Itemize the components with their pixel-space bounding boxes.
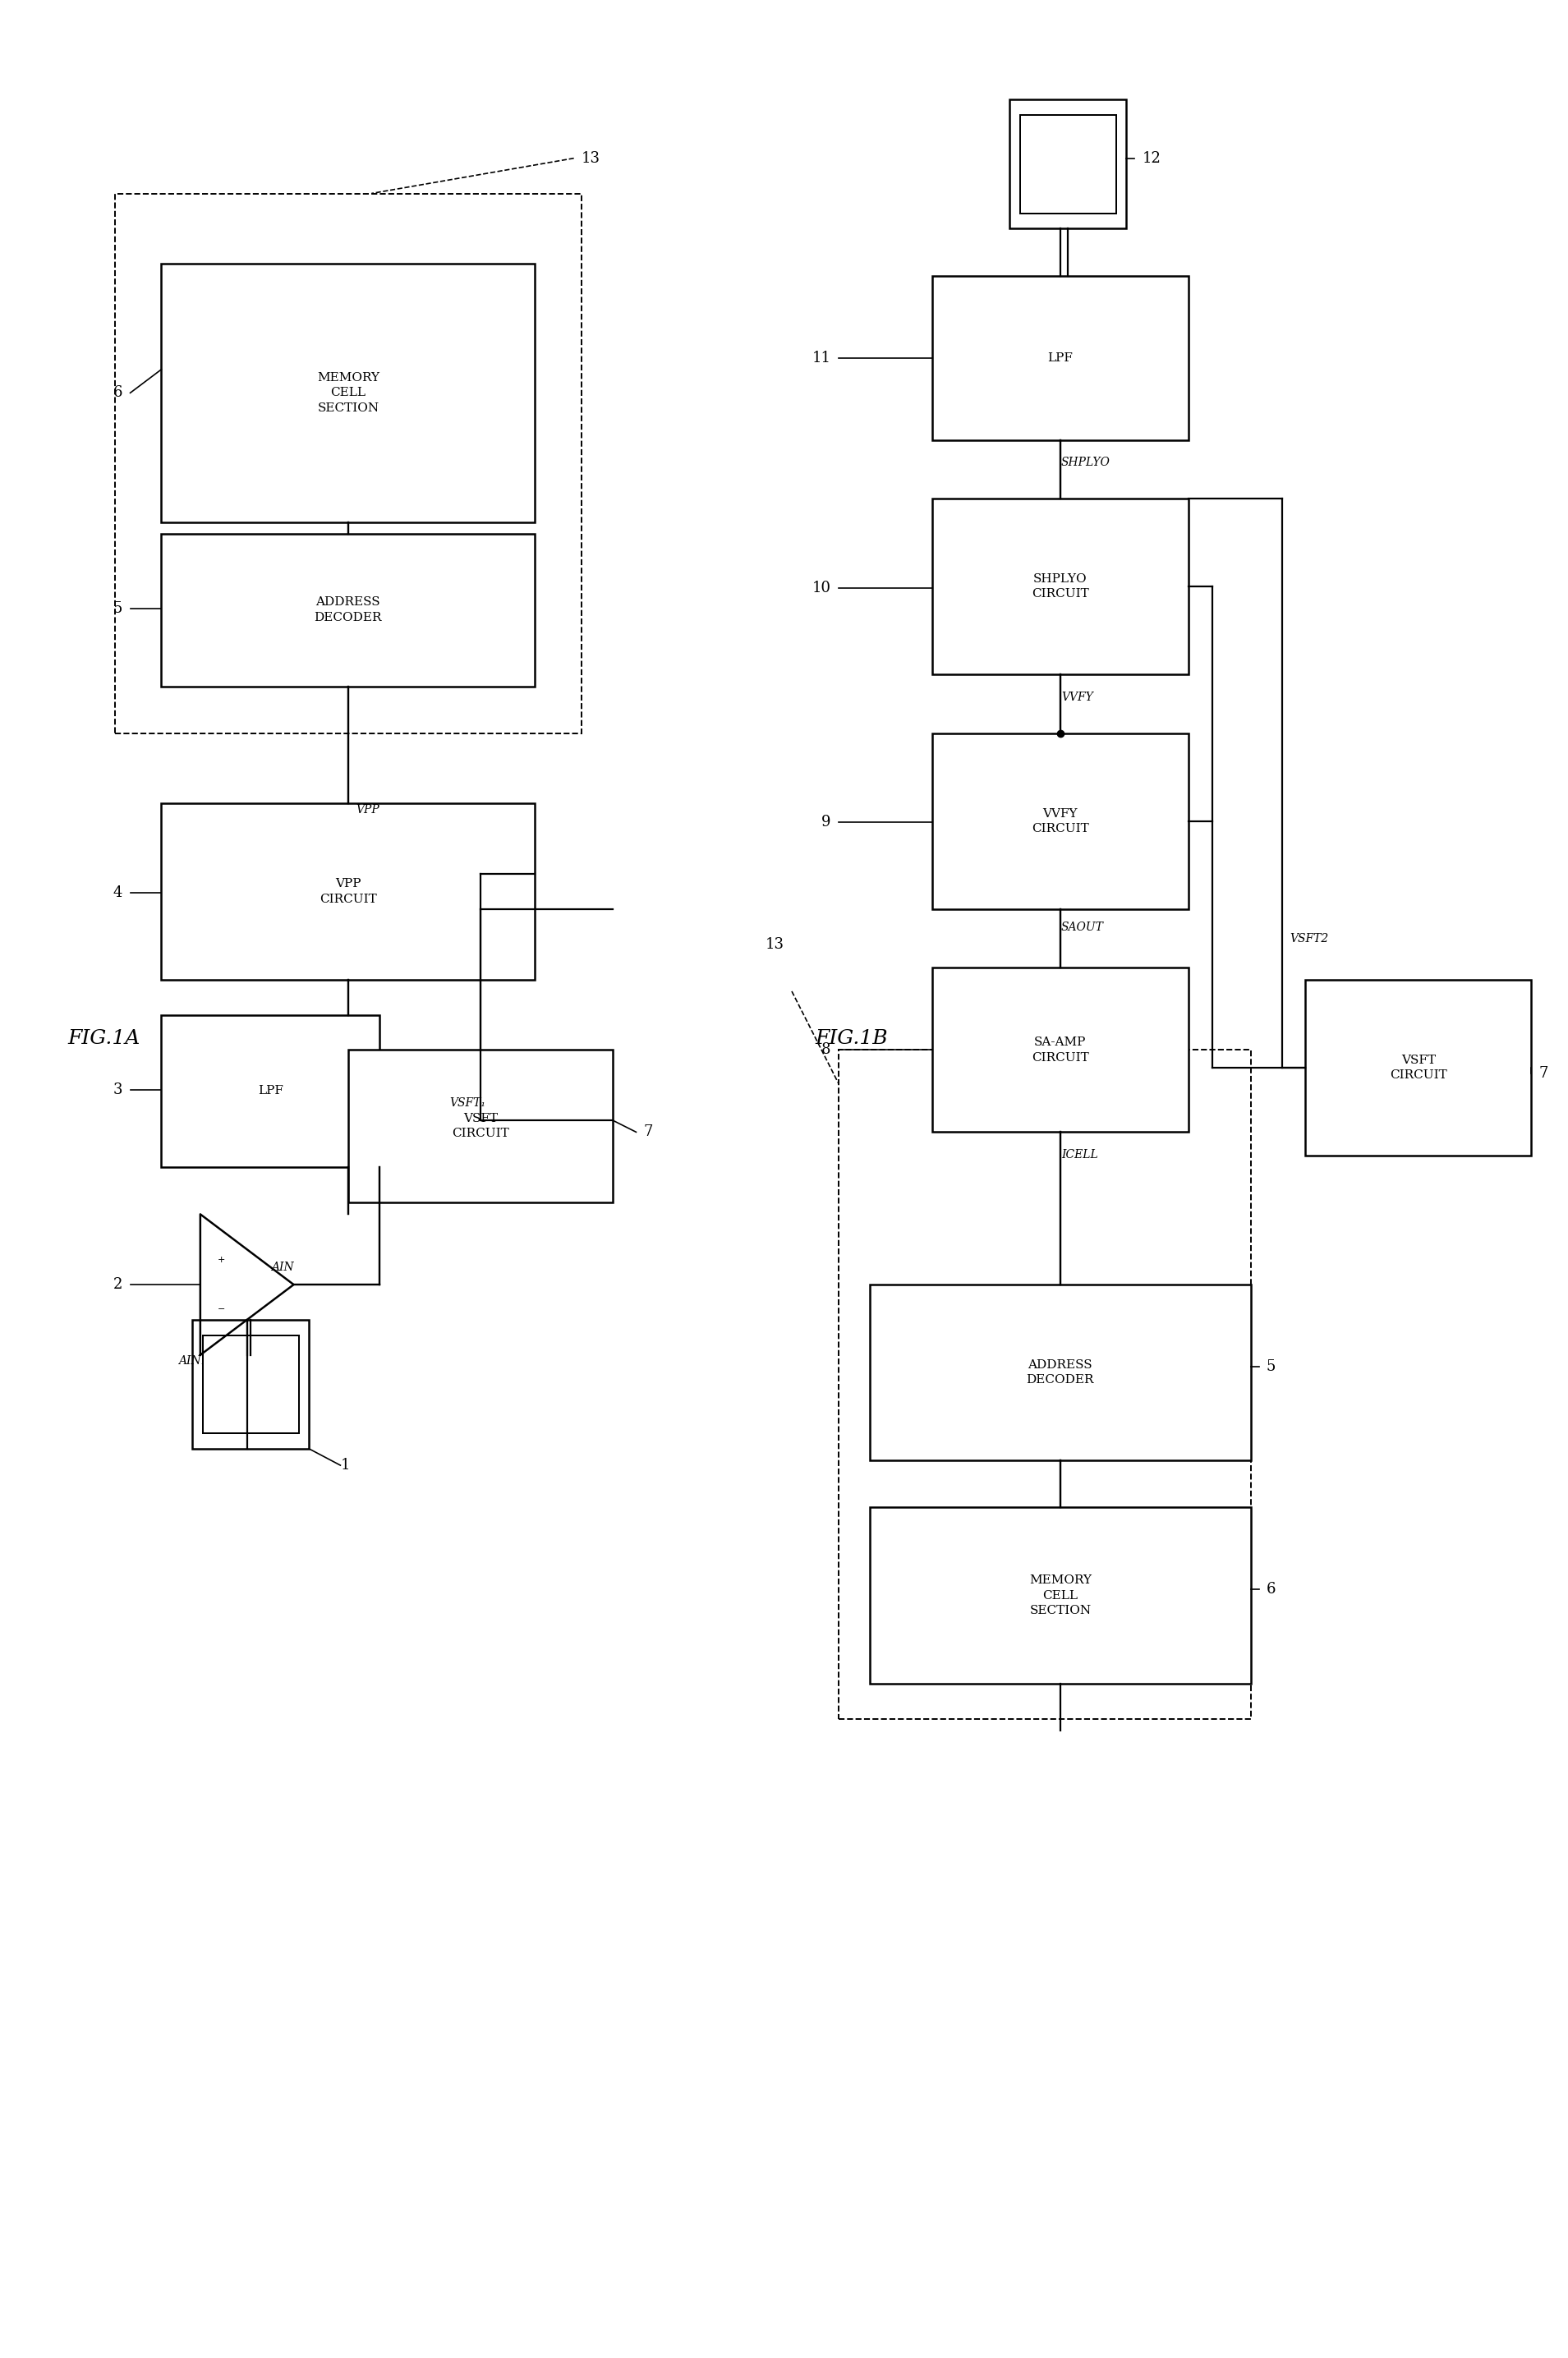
Text: LPF: LPF [1047,351,1073,363]
Bar [931,276,1189,441]
Text: FIG.1A: FIG.1A [67,1028,141,1047]
Bar [162,1014,379,1167]
Bar [162,264,535,521]
Text: 8: 8 [822,1042,831,1056]
Bar [870,1507,1251,1684]
Bar [931,967,1189,1132]
Bar [870,1285,1251,1460]
Text: SHPLYO
CIRCUIT: SHPLYO CIRCUIT [1032,573,1088,599]
Text: VSFT
CIRCUIT: VSFT CIRCUIT [452,1113,510,1139]
Text: +: + [218,1257,226,1264]
Text: 5: 5 [1267,1358,1276,1375]
Text: VSFT2: VSFT2 [1290,934,1328,943]
Text: 7: 7 [644,1125,654,1139]
Bar [839,1049,1251,1719]
Bar [193,1320,309,1448]
Text: MEMORY
CELL
SECTION: MEMORY CELL SECTION [1029,1575,1091,1615]
Text: 2: 2 [113,1278,122,1292]
Text: ICELL: ICELL [1062,1148,1098,1160]
Text: 13: 13 [765,936,784,953]
Text: VPP: VPP [356,804,379,816]
Text: 5: 5 [113,601,122,615]
Text: 4: 4 [113,884,122,901]
Bar [162,804,535,979]
Text: VSFT₁: VSFT₁ [450,1096,486,1108]
Text: 12: 12 [1142,151,1160,165]
Text: 10: 10 [812,580,831,594]
Text: 6: 6 [113,384,122,401]
Text: VVFY
CIRCUIT: VVFY CIRCUIT [1032,809,1088,835]
Bar [931,498,1189,674]
Text: VPP
CIRCUIT: VPP CIRCUIT [320,877,376,905]
Text: LPF: LPF [257,1085,282,1096]
Bar [348,1049,613,1203]
Bar [931,733,1189,910]
Text: 1: 1 [340,1457,350,1474]
Text: 11: 11 [812,351,831,365]
Text: 13: 13 [582,151,601,165]
Text: SG: SG [254,1379,271,1389]
Bar [1010,99,1126,229]
Bar [1019,116,1116,212]
Bar [162,533,535,686]
Text: SHPLYO: SHPLYO [1062,457,1110,467]
Text: SA-AMP
CIRCUIT: SA-AMP CIRCUIT [1032,1038,1088,1063]
Text: 6: 6 [1267,1582,1276,1596]
Text: FIG.1B: FIG.1B [815,1028,887,1047]
Bar [1306,979,1532,1155]
Text: VSFT
CIRCUIT: VSFT CIRCUIT [1389,1054,1447,1080]
Text: VVFY: VVFY [1062,691,1093,703]
Text: AIN: AIN [271,1262,293,1273]
Text: ADDRESS
DECODER: ADDRESS DECODER [314,597,383,623]
Text: 3: 3 [113,1082,122,1096]
Text: SAOUT: SAOUT [1062,922,1104,934]
Text: 7: 7 [1538,1066,1548,1080]
Text: −: − [218,1304,226,1313]
Text: ADDRESS
DECODER: ADDRESS DECODER [1027,1358,1094,1387]
Bar [114,193,582,733]
Text: MEMORY
CELL
SECTION: MEMORY CELL SECTION [317,373,379,413]
Text: AIN1: AIN1 [179,1356,209,1368]
Bar [202,1335,299,1434]
Text: 9: 9 [822,816,831,830]
